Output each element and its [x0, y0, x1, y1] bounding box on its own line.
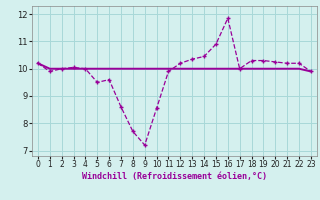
- X-axis label: Windchill (Refroidissement éolien,°C): Windchill (Refroidissement éolien,°C): [82, 172, 267, 181]
